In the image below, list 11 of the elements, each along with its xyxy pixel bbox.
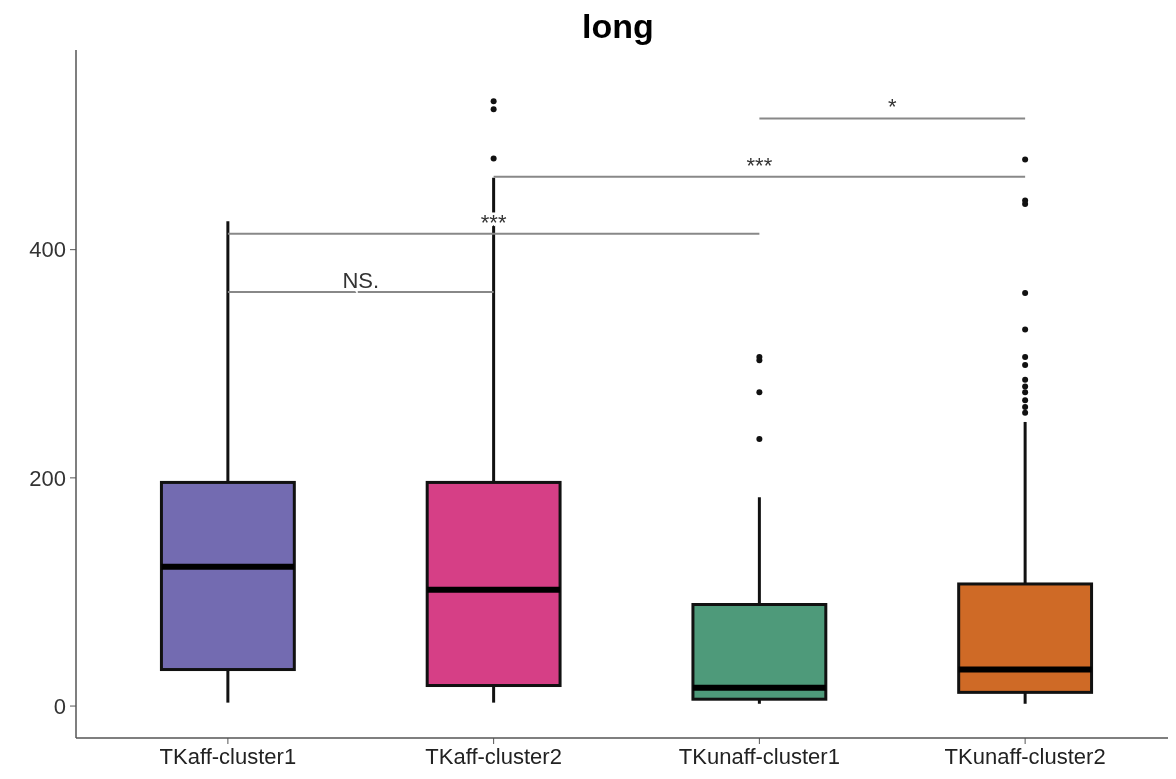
y-tick-label: 0 bbox=[53, 693, 66, 719]
x-tick-label: TKunaff-cluster1 bbox=[678, 744, 840, 769]
x-tick-label: TKaff-cluster2 bbox=[425, 744, 562, 769]
y-tick-label: 200 bbox=[29, 465, 66, 491]
annotation: *** bbox=[746, 152, 773, 178]
chart-title: long bbox=[582, 7, 654, 45]
y-tick-label: 400 bbox=[29, 237, 66, 263]
annotation: * bbox=[887, 94, 897, 120]
annotation: NS. bbox=[342, 267, 380, 293]
x-tick-label: TKaff-cluster1 bbox=[159, 744, 297, 769]
x-tick-label: TKunaff-cluster2 bbox=[944, 744, 1106, 769]
